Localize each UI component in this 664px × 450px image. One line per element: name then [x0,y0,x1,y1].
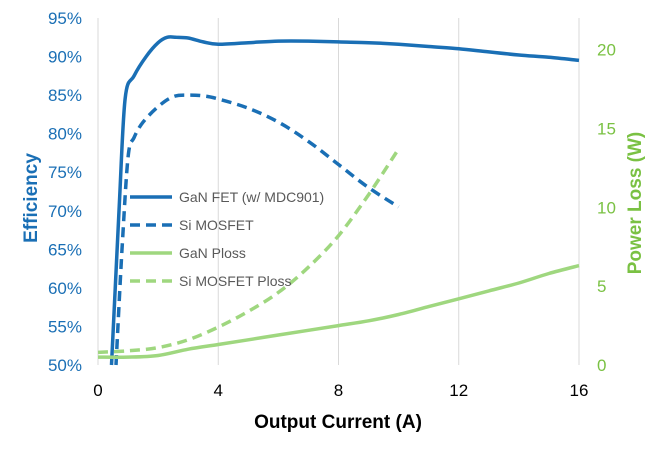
legend: GaN FET (w/ MDC901) Si MOSFET GaN Ploss Si … [130,189,324,289]
left-tick-label: 95% [48,9,82,28]
series-line-0 [109,35,580,366]
x-gridlines [97,18,580,365]
series-line-1 [114,93,400,366]
left-tick-label: 65% [48,240,82,259]
legend-label-2: GaN Ploss [179,245,246,261]
x-tick-label: 16 [570,381,589,400]
right-tick-label: 5 [597,277,606,296]
left-tick-label: 90% [48,48,82,67]
left-tick-label: 80% [48,125,82,144]
right-tick-label: 10 [597,198,616,217]
legend-label-1: Si MOSFET [179,217,254,233]
left-tick-label: 50% [48,356,82,375]
x-axis-title: Output Current (A) [254,412,422,433]
x-tick-label: 0 [93,381,102,400]
series-line-2 [97,263,580,359]
left-tick-label: 85% [48,86,82,105]
legend-label-3: Si MOSFET Ploss [179,273,292,289]
series-layer [97,35,580,366]
x-tick-label: 4 [214,381,223,400]
left-tick-label: 75% [48,163,82,182]
x-tick-label: 12 [449,381,468,400]
left-tick-label: 70% [48,202,82,221]
left-tick-label: 60% [48,279,82,298]
right-tick-label: 20 [597,41,616,60]
right-axis-title: Power Loss (W) [625,132,646,275]
x-tick-label: 8 [334,381,343,400]
legend-label-0: GaN FET (w/ MDC901) [179,189,324,205]
left-tick-label: 55% [48,317,82,336]
right-tick-label: 0 [597,356,606,375]
left-axis-title: Efficiency [21,153,42,243]
axes: 50% 55% 60% 65% 70% 75% 80% 85% 90% 95% 0 5 10 15 20 0 4… [48,9,616,400]
right-tick-label: 15 [597,119,616,138]
series-line-3 [97,147,401,355]
